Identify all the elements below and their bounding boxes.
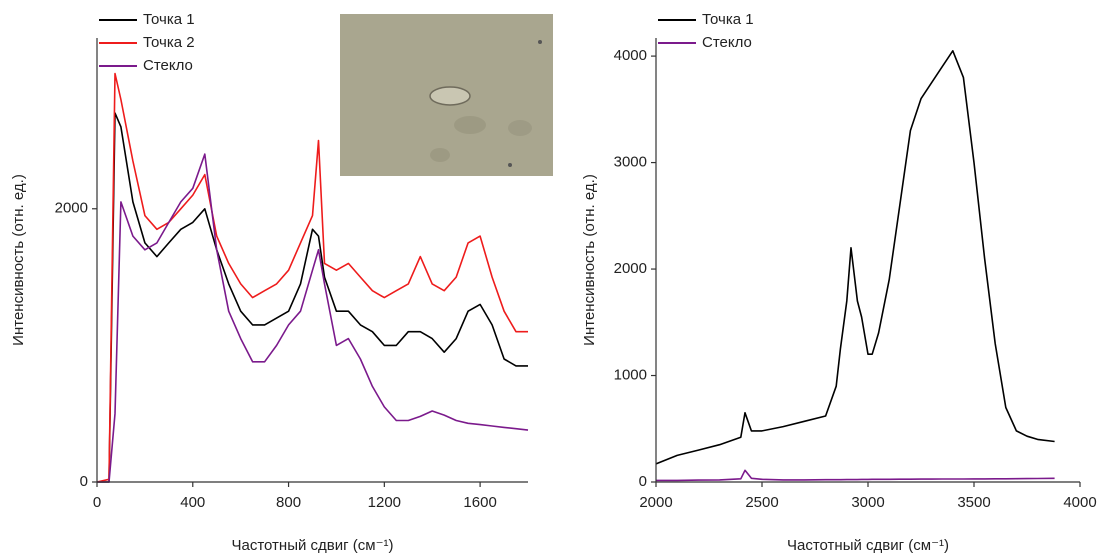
y-axis-label: Интенсивность (отн. ед.)	[10, 174, 27, 346]
y-tick-label: 2000	[614, 260, 647, 277]
data-line	[97, 153, 529, 483]
x-tick-label: 1600	[463, 494, 496, 511]
y-tick-label: 4000	[614, 47, 647, 64]
x-tick-label: 3500	[957, 494, 990, 511]
x-tick-label: 0	[93, 494, 101, 511]
legend-label: Стекло	[702, 34, 752, 51]
legend-label: Точка 1	[702, 11, 754, 28]
y-tick-label: 1000	[614, 366, 647, 383]
x-tick-label: 2500	[745, 494, 778, 511]
data-line	[97, 112, 528, 483]
inset-photo	[340, 14, 553, 176]
x-tick-label: 800	[276, 494, 301, 511]
y-tick-label: 3000	[614, 154, 647, 171]
x-tick-label: 4000	[1063, 494, 1096, 511]
y-tick-label: 0	[639, 473, 647, 490]
y-axis-label: Интенсивность (отн. ед.)	[581, 174, 598, 346]
data-line	[656, 469, 1055, 482]
y-tick-label: 2000	[55, 200, 88, 217]
y-tick-label: 0	[80, 473, 88, 490]
x-axis-label: Частотный сдвиг (см⁻¹)	[787, 537, 949, 554]
data-line	[655, 50, 1055, 465]
x-tick-label: 3000	[851, 494, 884, 511]
data-line	[96, 72, 528, 483]
legend-label: Точка 1	[143, 11, 195, 28]
legend-label: Точка 2	[143, 34, 195, 51]
x-tick-label: 2000	[639, 494, 672, 511]
x-axis-label: Частотный сдвиг (см⁻¹)	[232, 537, 394, 554]
legend-label: Стекло	[143, 57, 193, 74]
x-tick-label: 400	[180, 494, 205, 511]
x-tick-label: 1200	[368, 494, 401, 511]
